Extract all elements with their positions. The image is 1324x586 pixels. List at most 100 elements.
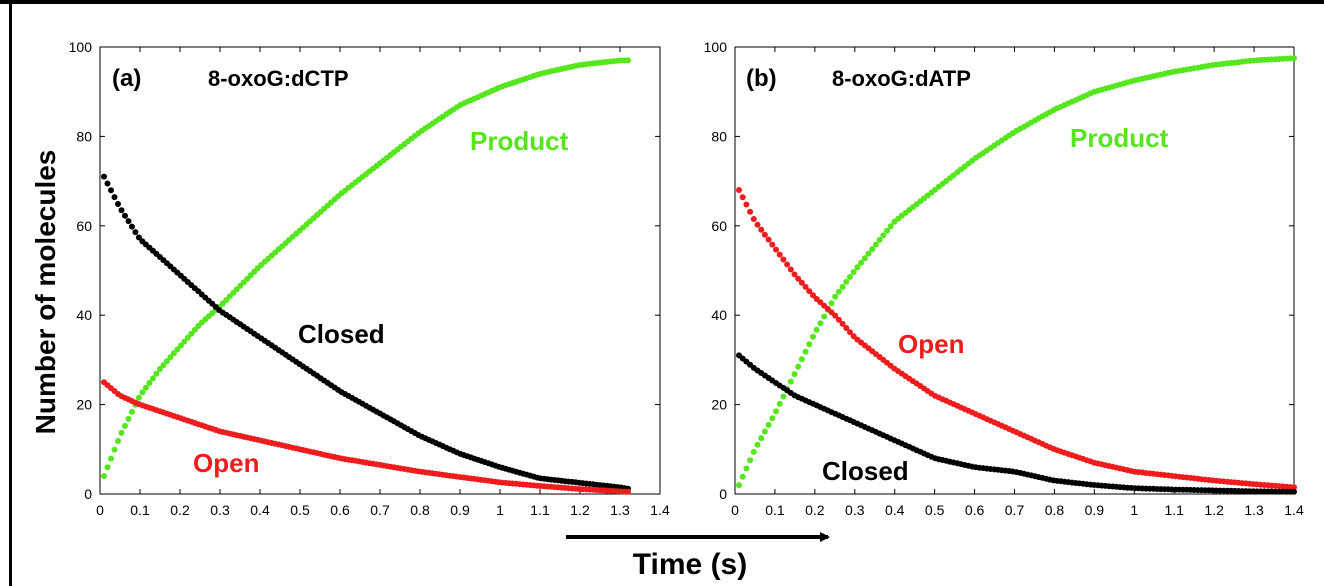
a-product-point <box>163 358 170 365</box>
a-x-tick-label: 0.6 <box>330 502 350 518</box>
b-product-point <box>876 236 883 243</box>
b-product-point <box>880 232 887 239</box>
a-product-point <box>146 380 153 386</box>
b-product-point <box>747 457 754 464</box>
b-y-tick-label: 60 <box>711 218 727 234</box>
a-y-tick-label: 40 <box>76 307 92 323</box>
b-x-tick-label: 0.9 <box>1085 502 1105 518</box>
a-closed-point <box>118 207 125 214</box>
a-product-point <box>135 394 142 401</box>
b-product-point <box>806 341 813 348</box>
b-product-point <box>773 408 779 415</box>
b-open-point <box>739 194 746 201</box>
a-product-point <box>167 354 174 361</box>
b-label-open: Open <box>898 329 964 359</box>
a-series-open <box>101 379 631 495</box>
a-product-point <box>122 422 128 429</box>
a-closed-point <box>104 180 111 187</box>
b-open-point <box>791 271 798 278</box>
b-x-tick-label: 0.3 <box>845 502 865 518</box>
b-product-point <box>865 250 872 257</box>
b-open-point <box>765 236 772 243</box>
a-x-tick-label: 1.4 <box>650 502 670 518</box>
a-x-tick-label: 1 <box>496 502 504 518</box>
a-closed-point <box>132 229 139 236</box>
b-product-point <box>850 269 857 275</box>
a-label-product: Product <box>470 126 569 156</box>
b-panel-letter: (b) <box>746 65 777 92</box>
b-open-point <box>780 256 787 263</box>
b-plot-frame <box>734 46 1295 495</box>
panel-b: 0 0.1 0.2 0.3 0.4 0.5 0.6 0.7 0.8 0.9 1 1.1 1.2 1.3 1.… <box>704 39 1304 518</box>
a-series-closed <box>101 173 631 492</box>
b-label-product: Product <box>1070 123 1169 153</box>
b-open-point <box>758 226 765 233</box>
b-open-point <box>773 246 779 253</box>
b-product-point <box>736 482 742 489</box>
b-open-point <box>835 316 842 323</box>
a-product-point <box>153 370 160 377</box>
a-closed-point <box>128 223 135 230</box>
b-y-tick-label: 20 <box>711 397 727 413</box>
b-series-open <box>736 187 1297 491</box>
a-closed-point <box>122 212 128 219</box>
a-product-point <box>174 346 181 353</box>
b-product-point <box>887 223 894 230</box>
b-product-point <box>765 421 772 428</box>
a-product-point <box>149 375 156 382</box>
a-series-product <box>101 57 631 480</box>
b-product-point <box>787 378 794 385</box>
a-x-tick-label: 0.7 <box>370 502 390 518</box>
b-product-point <box>843 278 850 285</box>
a-product-point <box>160 362 167 369</box>
b-open-point <box>761 231 768 238</box>
b-product-point <box>776 400 783 407</box>
b-x-tick-label: 1.4 <box>1284 502 1304 518</box>
a-product-point <box>181 338 188 345</box>
b-x-tick-label: 0.5 <box>925 502 945 518</box>
b-product-point <box>847 273 853 280</box>
b-open-point <box>747 208 754 215</box>
b-product-point <box>828 300 835 307</box>
b-y-tick-label: 0 <box>719 486 727 502</box>
b-open-point <box>784 261 791 268</box>
b-open-point <box>843 325 850 331</box>
a-y-tick-label: 60 <box>76 218 92 234</box>
b-product-point <box>884 227 890 234</box>
b-open-point <box>787 266 794 273</box>
b-product-point <box>813 326 820 333</box>
a-product-point <box>177 342 184 349</box>
a-product-point <box>191 326 198 333</box>
a-x-tick-label: 0.8 <box>410 502 430 518</box>
b-product-point <box>754 441 761 448</box>
b-closed-point <box>1291 488 1297 495</box>
b-y-tick-label: 40 <box>711 307 727 323</box>
a-product-point <box>118 429 125 436</box>
b-product-point <box>1291 55 1297 62</box>
a-product-point <box>115 438 121 444</box>
b-x-tick-label: 1 <box>1130 502 1138 518</box>
frame-left-border <box>9 0 12 586</box>
a-x-tick-label: 1.3 <box>610 502 630 518</box>
b-open-point <box>798 279 805 286</box>
a-x-tick-label: 0.2 <box>170 502 190 518</box>
b-open-point <box>847 329 853 336</box>
b-x-tick-label: 0.4 <box>885 502 905 518</box>
b-product-point <box>872 241 879 248</box>
a-product-point <box>101 473 107 480</box>
b-product-point <box>780 393 787 400</box>
a-product-point <box>156 366 163 372</box>
b-product-point <box>861 255 868 262</box>
b-y-tick-label: 100 <box>704 39 728 55</box>
b-open-point <box>750 216 757 222</box>
a-label-open: Open <box>193 448 259 478</box>
a-closed-point <box>135 234 142 241</box>
b-panel-title: 8-oxoG:dATP <box>832 66 971 91</box>
b-x-tick-label: 0.7 <box>1005 502 1025 518</box>
a-product-point <box>184 334 191 341</box>
b-open-point <box>776 251 783 258</box>
b-product-point <box>791 371 798 378</box>
b-label-closed: Closed <box>822 456 909 486</box>
a-open-point <box>625 488 631 495</box>
